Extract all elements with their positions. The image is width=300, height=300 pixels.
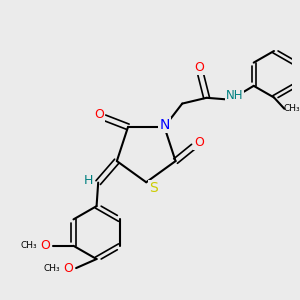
Text: H: H: [84, 175, 93, 188]
Text: NH: NH: [226, 89, 243, 102]
Text: O: O: [94, 108, 104, 121]
Text: O: O: [40, 239, 50, 252]
Text: O: O: [194, 61, 204, 74]
Text: N: N: [159, 118, 170, 132]
Text: CH₃: CH₃: [21, 241, 37, 250]
Text: O: O: [194, 136, 204, 149]
Text: CH₃: CH₃: [44, 264, 60, 273]
Text: CH₃: CH₃: [283, 104, 300, 113]
Text: S: S: [149, 181, 158, 195]
Text: O: O: [63, 262, 73, 275]
